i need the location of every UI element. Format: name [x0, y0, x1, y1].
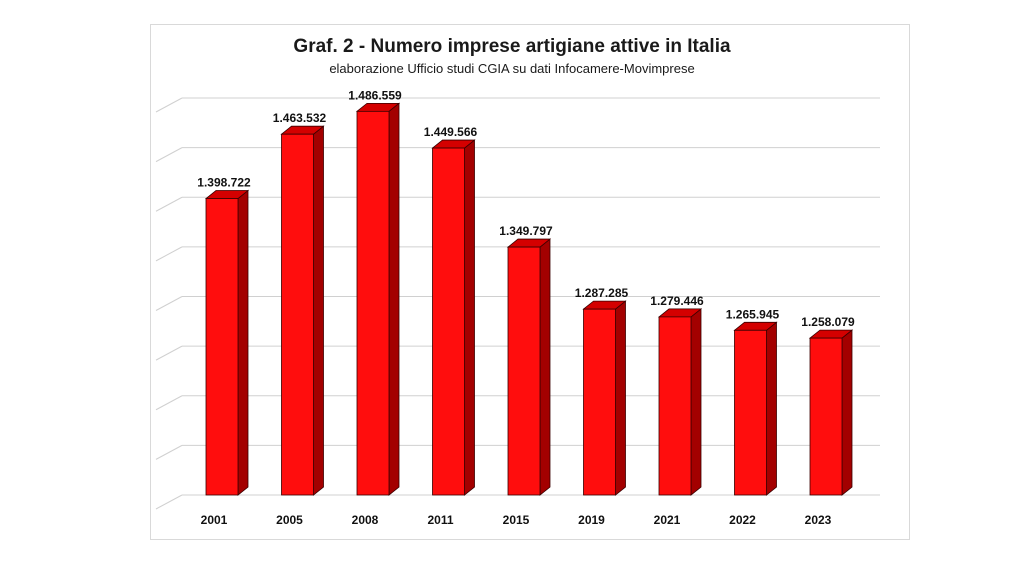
data-label: 1.279.446	[650, 294, 704, 308]
gridline-edge	[155, 296, 183, 311]
bar-2001	[204, 189, 250, 496]
bar-front	[658, 316, 692, 496]
data-label: 1.486.559	[348, 88, 402, 102]
data-label: 1.463.532	[273, 111, 327, 125]
bar-front	[583, 308, 616, 496]
x-tick-label: 2023	[805, 513, 832, 527]
bar-front	[205, 198, 239, 496]
gridline-edge	[155, 196, 183, 212]
bar-side	[615, 300, 626, 496]
data-label: 1.398.722	[197, 176, 251, 190]
bar-2019	[582, 300, 627, 496]
x-tick-label: 2005	[276, 513, 303, 527]
bar-front	[432, 147, 465, 496]
bar-front	[809, 337, 843, 496]
bar-front	[734, 329, 767, 496]
bar-front	[356, 110, 390, 496]
x-tick-label: 2021	[654, 513, 681, 527]
gridline-edge	[155, 246, 183, 262]
data-label: 1.258.079	[801, 315, 855, 329]
bar-front	[507, 246, 541, 496]
x-tick-label: 2011	[427, 513, 453, 527]
chart-title: Graf. 2 - Numero imprese artigiane attiv…	[293, 36, 731, 57]
data-label: 1.449.566	[424, 125, 478, 139]
chart-subtitle: elaborazione Ufficio studi CGIA su dati …	[329, 61, 695, 76]
gridline-edge	[155, 444, 183, 460]
gridline-edge	[155, 147, 183, 163]
bar-2011	[431, 139, 476, 496]
x-tick-label: 2015	[503, 513, 530, 527]
gridline-edge	[155, 395, 183, 411]
bar-side	[313, 125, 324, 496]
bar-2015	[506, 238, 552, 496]
x-tick-label: 2022	[729, 513, 756, 527]
bar-side	[539, 238, 551, 496]
x-tick-label: 2008	[352, 513, 379, 527]
data-label: 1.349.797	[499, 224, 553, 238]
gridline-edge	[155, 345, 183, 361]
gridline-edge	[155, 494, 183, 510]
bar-side	[841, 329, 853, 496]
bar-side	[690, 308, 702, 496]
bar-front	[281, 133, 314, 496]
x-tick-label: 2001	[201, 513, 228, 527]
bar-2023	[808, 329, 854, 496]
x-tick-label: 2019	[578, 513, 605, 527]
bar-side	[766, 321, 777, 496]
bar-side	[237, 189, 249, 496]
gridline-edge	[155, 97, 183, 113]
bar-side	[388, 102, 400, 496]
bar-side	[464, 139, 475, 496]
bar-2022	[733, 321, 778, 496]
data-label: 1.287.285	[575, 286, 629, 300]
bar-2021	[657, 308, 703, 496]
bar-2005	[280, 125, 325, 496]
data-label: 1.265.945	[726, 307, 780, 321]
bar-2008	[355, 102, 401, 496]
